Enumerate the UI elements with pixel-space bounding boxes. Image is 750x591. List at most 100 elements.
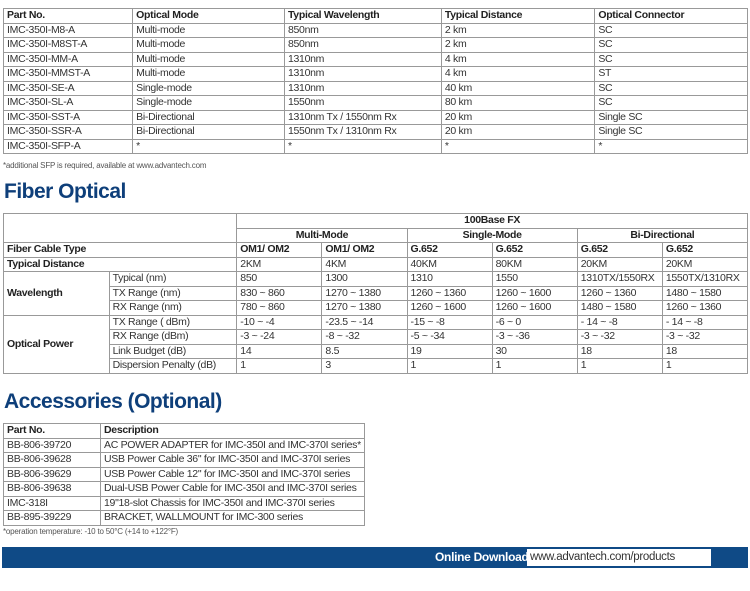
table-cell: 1 xyxy=(661,358,749,374)
table-cell: 1260 ~ 1360 xyxy=(406,285,493,301)
download-url-link[interactable]: www.advantech.com/products xyxy=(527,549,711,566)
table-cell: IMC-350I-MMST-A xyxy=(2,66,134,82)
table-cell: 850nm xyxy=(283,37,442,53)
accessories-table: Part No. Description BB-806-39720 AC POWER … xyxy=(3,423,365,526)
table-cell: 1260 ~ 1600 xyxy=(491,285,578,301)
fiber-optical-heading: Fiber Optical xyxy=(4,180,126,203)
table-cell: 1 xyxy=(491,358,578,374)
table-cell: 8.5 xyxy=(321,343,408,359)
table-cell: * xyxy=(440,138,596,154)
table-cell: IMC-318I xyxy=(3,495,101,511)
table-cell: 80KM xyxy=(491,256,578,272)
table-row: Part No. Description xyxy=(3,423,365,439)
table-cell: 19"18-slot Chassis for IMC-350I and IMC-… xyxy=(100,495,365,511)
table-cell: IMC-350I-SL-A xyxy=(2,95,134,111)
table-row: IMC-350I-SFP-A * * * * xyxy=(2,138,748,154)
table-cell: 20KM xyxy=(576,256,663,272)
table-row: BB-806-39628 USB Power Cable 36" for IMC-… xyxy=(3,452,365,468)
table-cell: 1260 ~ 1360 xyxy=(661,300,749,316)
table-cell: * xyxy=(594,138,748,154)
table-row: Part No. Optical Mode Typical Wavelength Ty… xyxy=(2,8,748,24)
table-row: TX Range (nm) 830 ~ 860 1270 ~ 1380 1260 ~ … xyxy=(4,285,749,301)
table-cell: 1 xyxy=(236,358,323,374)
table-cell: OM1/ OM2 xyxy=(321,242,408,258)
table-cell: - 14 ~ -8 xyxy=(661,314,749,330)
sub-row-label: Typical (nm) xyxy=(108,271,238,287)
table-cell: 1260 ~ 1600 xyxy=(406,300,493,316)
table-cell: 1550nm Tx / 1310nm Rx xyxy=(283,124,442,140)
table-cell: 830 ~ 860 xyxy=(236,285,323,301)
table-cell: Single-mode xyxy=(132,80,285,96)
table-cell: 40KM xyxy=(406,256,493,272)
column-header: Part No. xyxy=(2,8,134,24)
sub-row-label: TX Range (nm) xyxy=(108,285,238,301)
table-row: 100Base FX xyxy=(2,213,748,243)
table-cell: -3 ~ -24 xyxy=(236,329,323,345)
table-cell: -15 ~ -8 xyxy=(406,314,493,330)
accessories-heading: Accessories (Optional) xyxy=(4,390,222,413)
table-cell: IMC-350I-SE-A xyxy=(2,80,134,96)
group-header: Multi-Mode xyxy=(236,227,408,243)
table-cell: 1270 ~ 1380 xyxy=(321,300,408,316)
table-row: RX Range (dBm) -3 ~ -24 -8 ~ -32 -5 ~ -34 -3… xyxy=(4,329,749,345)
column-header: Typical Wavelength xyxy=(283,8,442,24)
table-cell: OM1/ OM2 xyxy=(236,242,323,258)
column-header: Typical Distance xyxy=(440,8,596,24)
table-cell: 20 km xyxy=(440,124,596,140)
table-cell: IMC-350I-MM-A xyxy=(2,51,134,67)
table-cell: 1310nm xyxy=(283,51,442,67)
table-row: BB-806-39629 USB Power Cable 12" for IMC-… xyxy=(3,466,365,482)
table-cell: BRACKET, WALLMOUNT for IMC-300 series xyxy=(100,510,365,526)
table-cell: 780 ~ 860 xyxy=(236,300,323,316)
table-cell: Dual-USB Power Cable for IMC-350I and IM… xyxy=(100,481,365,497)
sub-row-label: Link Budget (dB) xyxy=(108,343,238,359)
table-cell: BB-806-39629 xyxy=(3,466,101,482)
table-cell: 2 km xyxy=(440,22,596,38)
table-row: IMC-350I-MM-A Multi-mode 1310nm 4 km SC xyxy=(2,51,748,67)
table-cell: 1550nm xyxy=(283,95,442,111)
table-cell: 30 xyxy=(491,343,578,359)
table-cell: BB-806-39628 xyxy=(3,452,101,468)
table-row: Fiber Cable Type OM1/ OM2 OM1/ OM2 G.652 G.6… xyxy=(2,242,749,258)
table-cell: USB Power Cable 36" for IMC-350I and IMC… xyxy=(100,452,365,468)
table-cell: 1310nm xyxy=(283,66,442,82)
table-cell: SC xyxy=(594,80,748,96)
sub-row-label: RX Range (dBm) xyxy=(108,329,238,345)
table-cell: G.652 xyxy=(576,242,663,258)
table-cell: G.652 xyxy=(491,242,578,258)
table-cell: IMC-350I-SST-A xyxy=(2,109,134,125)
table-cell: -10 ~ -4 xyxy=(236,314,323,330)
group-header: Bi-Directional xyxy=(576,227,749,243)
table-cell: Multi-mode xyxy=(132,51,285,67)
table-cell: 850 xyxy=(236,271,323,287)
ordering-table: Part No. Optical Mode Typical Wavelength Ty… xyxy=(2,8,748,154)
table-cell: Multi-mode xyxy=(132,22,285,38)
sub-row-label: TX Range ( dBm) xyxy=(108,314,238,330)
table-cell: -8 ~ -32 xyxy=(321,329,408,345)
table-cell: Multi-mode xyxy=(132,37,285,53)
table-cell: G.652 xyxy=(406,242,493,258)
table-cell: 18 xyxy=(576,343,663,359)
table-row: IMC-350I-SSR-A Bi-Directional 1550nm Tx / … xyxy=(2,124,748,140)
accessories-footnote: *operation temperature: -10 to 50°C (+14… xyxy=(3,527,178,536)
online-download-label: Online Download xyxy=(435,550,529,564)
table-cell: 1310nm Tx / 1550nm Rx xyxy=(283,109,442,125)
table-cell: 18 xyxy=(661,343,749,359)
table-cell: 1 xyxy=(406,358,493,374)
group-header: Single-Mode xyxy=(406,227,578,243)
table-cell: SC xyxy=(594,22,748,38)
table-cell: 2KM xyxy=(236,256,323,272)
table-row: IMC-350I-M8ST-A Multi-mode 850nm 2 km SC xyxy=(2,37,748,53)
table-row: IMC-350I-SL-A Single-mode 1550nm 80 km SC xyxy=(2,95,748,111)
table-cell: -3 ~ -32 xyxy=(576,329,663,345)
table-cell: 4 km xyxy=(440,66,596,82)
table-cell: 4KM xyxy=(321,256,408,272)
table-cell: USB Power Cable 12" for IMC-350I and IMC… xyxy=(100,466,365,482)
table-cell: 20 km xyxy=(440,109,596,125)
table-cell: IMC-350I-SFP-A xyxy=(2,138,134,154)
blank-header-cell xyxy=(2,213,238,243)
table-row: IMC-350I-SE-A Single-mode 1310nm 40 km SC xyxy=(2,80,748,96)
table-row: IMC-318I 19"18-slot Chassis for IMC-350I … xyxy=(3,495,365,511)
table-cell: 850nm xyxy=(283,22,442,38)
table-cell: -3 ~ -32 xyxy=(661,329,749,345)
